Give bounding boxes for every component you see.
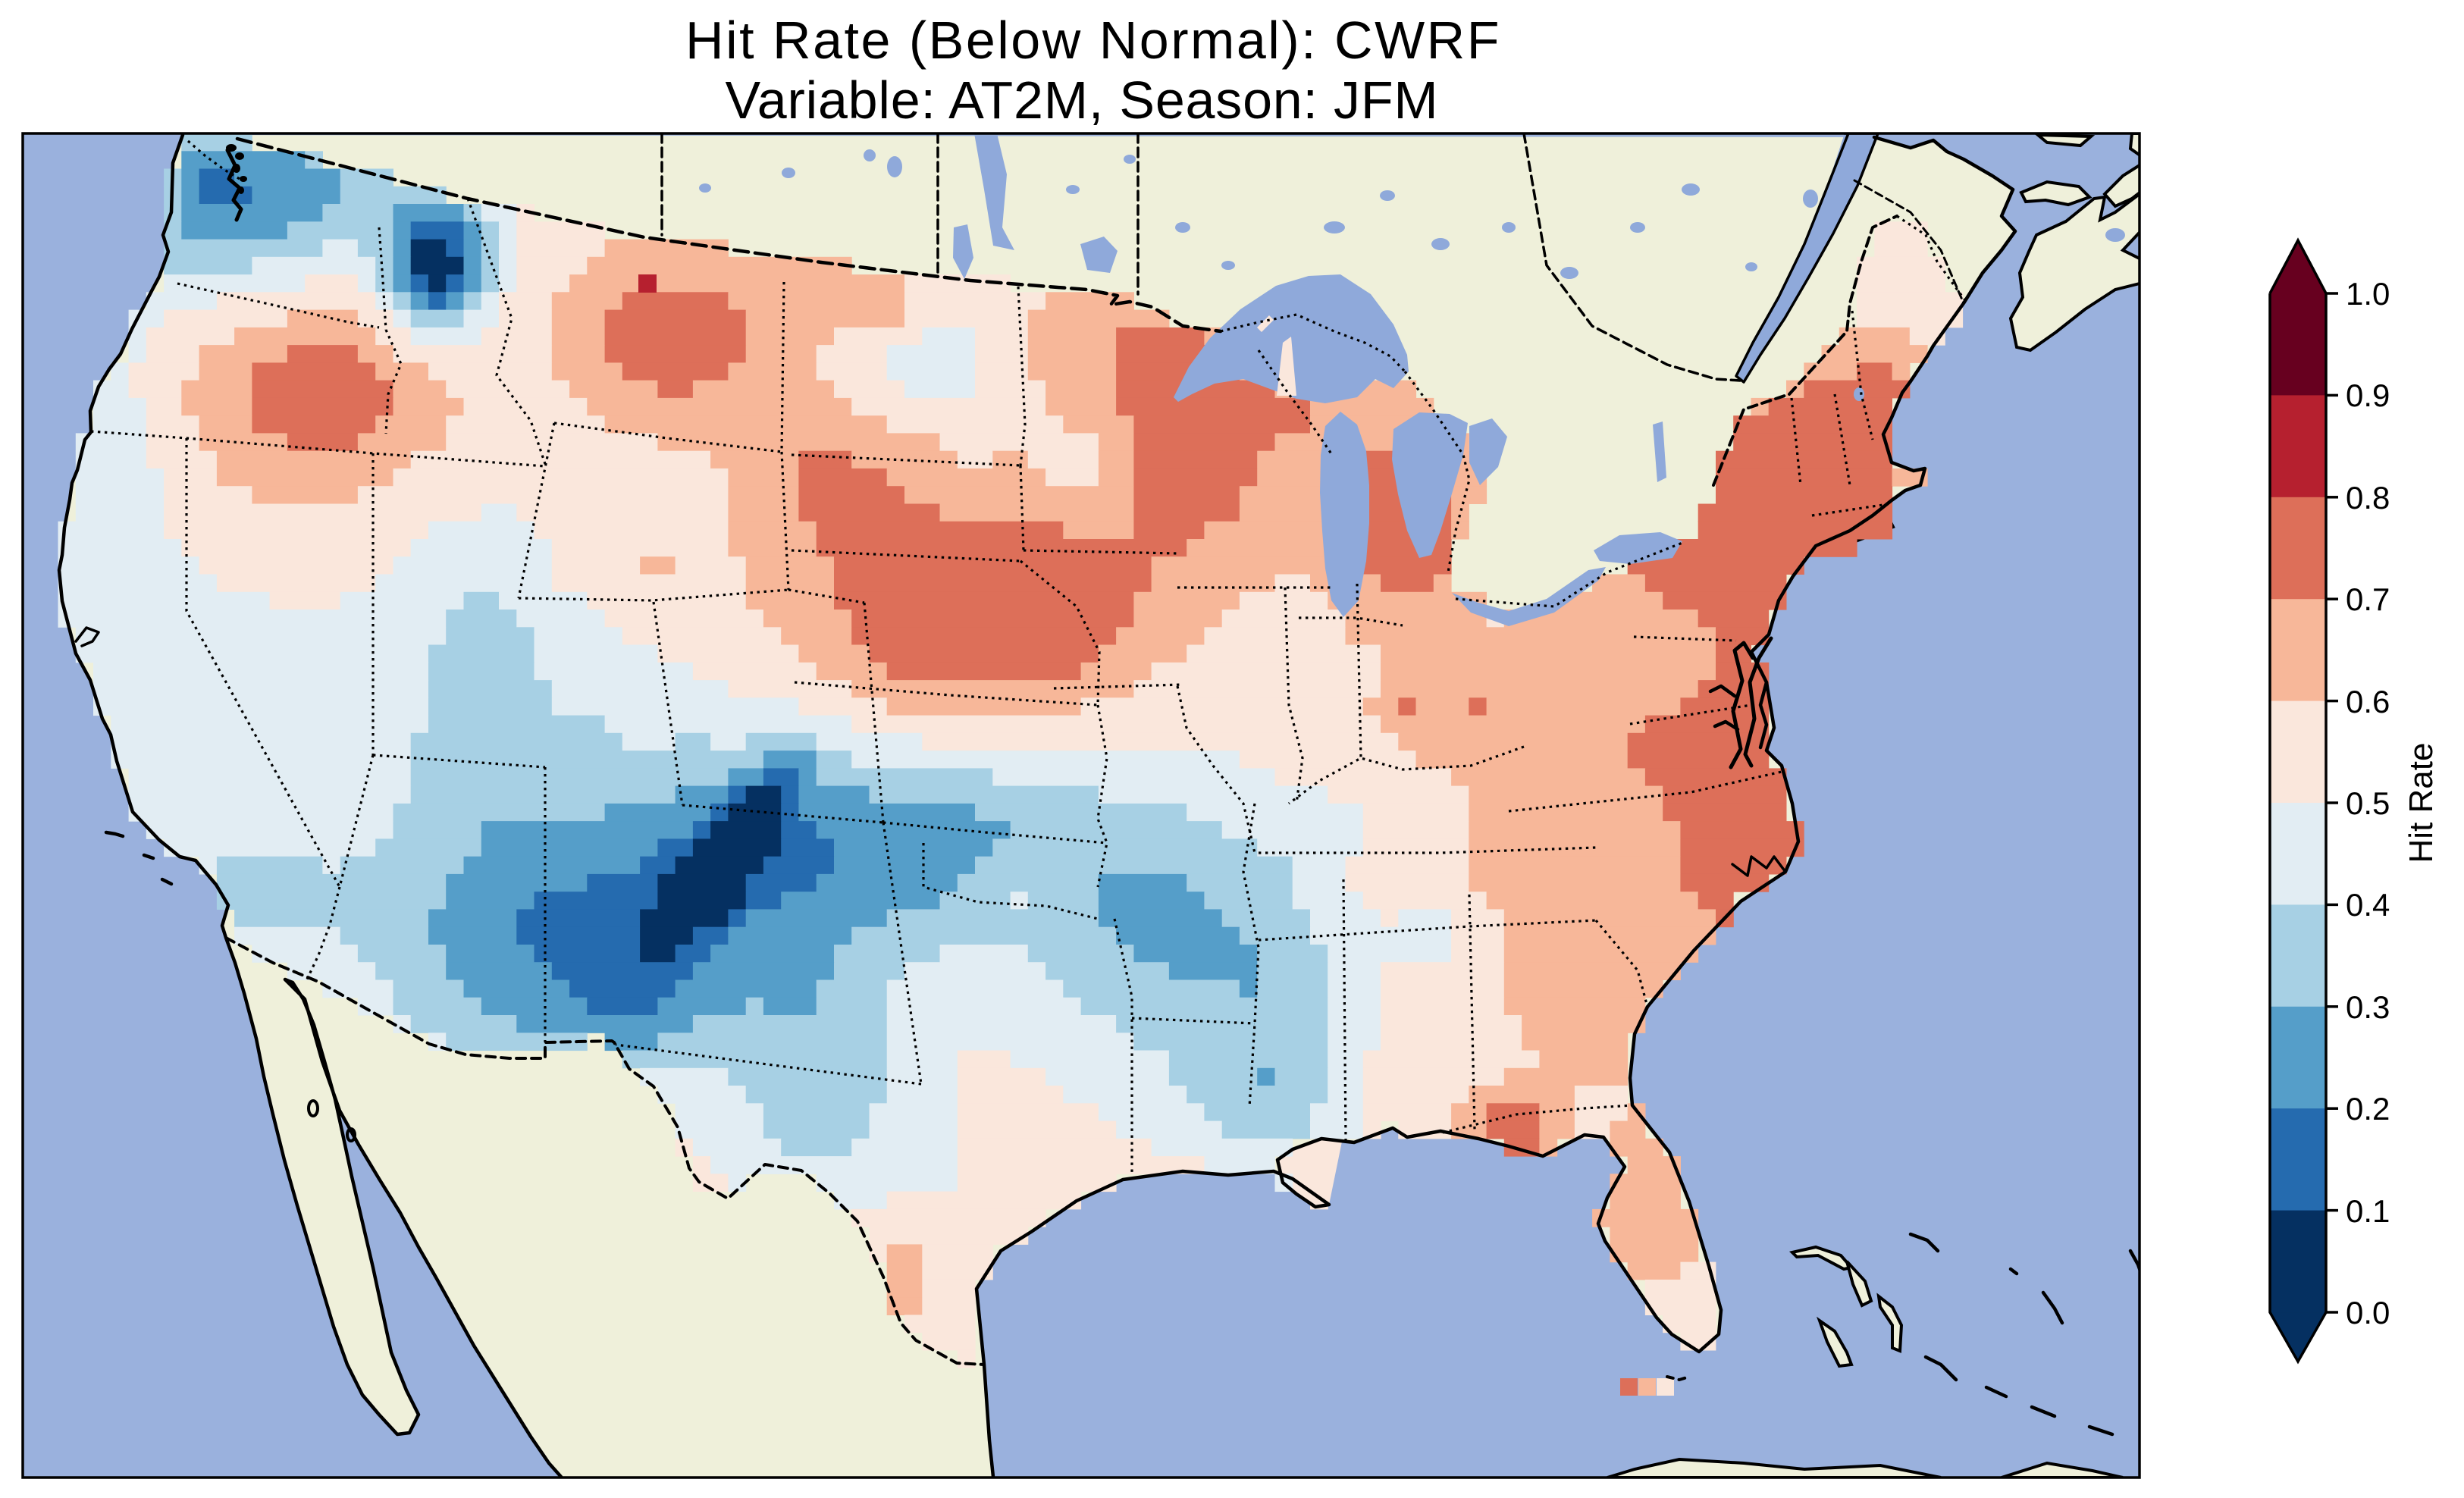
svg-text:0.3: 0.3 bbox=[2346, 989, 2390, 1025]
svg-text:Hit Rate (Below Normal): CWRF: Hit Rate (Below Normal): CWRF bbox=[685, 11, 1501, 70]
svg-text:0.0: 0.0 bbox=[2346, 1295, 2390, 1330]
svg-text:0.5: 0.5 bbox=[2346, 785, 2390, 821]
svg-text:0.2: 0.2 bbox=[2346, 1091, 2390, 1127]
svg-text:0.4: 0.4 bbox=[2346, 887, 2390, 923]
svg-text:1.0: 1.0 bbox=[2346, 276, 2390, 312]
svg-text:Variable: AT2M, Season: JFM: Variable: AT2M, Season: JFM bbox=[725, 71, 1438, 130]
svg-text:Hit Rate: Hit Rate bbox=[2403, 743, 2440, 863]
svg-text:0.1: 0.1 bbox=[2346, 1193, 2390, 1229]
svg-text:0.9: 0.9 bbox=[2346, 378, 2390, 413]
svg-text:0.7: 0.7 bbox=[2346, 581, 2390, 617]
svg-text:0.6: 0.6 bbox=[2346, 684, 2390, 719]
svg-text:0.8: 0.8 bbox=[2346, 480, 2390, 516]
